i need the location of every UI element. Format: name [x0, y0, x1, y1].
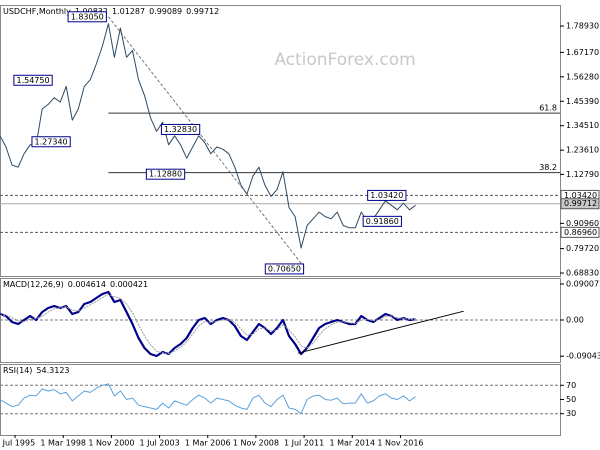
y-tick-label: 1.56280 [566, 72, 599, 81]
annotation-box [67, 11, 107, 23]
header-value: 54.3123 [36, 366, 69, 375]
series-line [0, 293, 416, 355]
x-tick-label: 1 Nov 2008 [233, 439, 279, 448]
header-value: 1.00832 [75, 7, 108, 16]
annotation-label: 1.83050 [71, 12, 104, 21]
y-tick-label: 0.79720 [566, 244, 599, 253]
panel-header: MACD(12,26,9) 0.004614 0.000421 [3, 280, 148, 289]
y-tick-label: 50 [566, 395, 576, 404]
y-tick-label: 1.67170 [566, 48, 599, 57]
annotation-box [362, 215, 402, 227]
trend-line [107, 16, 306, 270]
panel-header: RSI(14) 54.3123 [3, 366, 70, 375]
annotation-box [145, 168, 186, 180]
series-line [0, 290, 416, 358]
y-tick-label: 1.34510 [566, 121, 599, 130]
panel-frame [0, 5, 561, 277]
header-value: 0.004614 [68, 280, 106, 289]
series-line [0, 383, 416, 415]
y-tick-label: 70 [566, 381, 576, 390]
annotation-label: 1.54750 [16, 76, 49, 85]
panel-header: USDCHF,Monthly 1.00832 1.01287 0.99089 0.997… [3, 7, 219, 16]
series-line [0, 23, 416, 249]
annotation-label: 1.32830 [164, 125, 197, 134]
annotation-box [367, 189, 407, 201]
y-tick-label: 1.78930 [566, 22, 599, 31]
x-tick-label: 1 Mar 2006 [185, 439, 231, 448]
y-tick-label: 1.23610 [566, 146, 599, 155]
y-tick-label: -0.090435 [566, 352, 600, 361]
panel-title: RSI(14) [3, 366, 32, 375]
annotation-label: 1.27340 [35, 137, 68, 146]
panel-title: USDCHF,Monthly [3, 7, 71, 16]
watermark: ActionForex.com [274, 50, 415, 70]
header-value: 0.99089 [149, 7, 182, 16]
annotation-label: 0.70650 [268, 264, 301, 273]
y-tick-label: 0.090072 [566, 279, 600, 288]
x-tick-label: 1 Jul 2003 [139, 439, 179, 448]
annotation-label: 1.12880 [149, 170, 182, 179]
y-tick-label: 1.12790 [566, 170, 599, 179]
header-value: 0.99712 [186, 7, 219, 16]
y-tick-label: 0.00 [566, 316, 584, 325]
x-tick-label: 1 Nov 2016 [377, 439, 423, 448]
x-tick-label: 1 Jul 1995 [0, 439, 35, 448]
x-tick-label: 1 Mar 1998 [40, 439, 86, 448]
price-label: 0.99712 [564, 199, 597, 208]
annotation-label: 0.91860 [366, 217, 399, 226]
fib-label: 61.8 [539, 104, 557, 113]
y-tick-label: 0.90960 [566, 219, 599, 228]
price-label: 1.03420 [564, 191, 597, 200]
y-tick-label: 0.68830 [566, 269, 599, 278]
x-tick-label: 1 Nov 2000 [88, 439, 134, 448]
annotation-box [160, 123, 201, 135]
fib-label: 38.2 [539, 163, 557, 172]
annotation-box [264, 263, 305, 275]
price-label-box [560, 226, 600, 238]
trend-line [297, 310, 464, 354]
header-value: 1.01287 [112, 7, 145, 16]
price-label: 0.86960 [564, 228, 597, 237]
panel-title: MACD(12,26,9) [3, 280, 64, 289]
y-tick-label: 1.45390 [566, 97, 599, 106]
x-tick-label: 1 Jul 2011 [284, 439, 324, 448]
annotation-box [13, 74, 53, 86]
annotation-box [31, 136, 71, 148]
header-value: 0.000421 [110, 280, 148, 289]
annotation-label: 1.03420 [370, 191, 403, 200]
x-tick-label: 1 Mar 2014 [329, 439, 375, 448]
y-tick-label: 30 [566, 409, 576, 418]
price-label-box [560, 198, 600, 210]
